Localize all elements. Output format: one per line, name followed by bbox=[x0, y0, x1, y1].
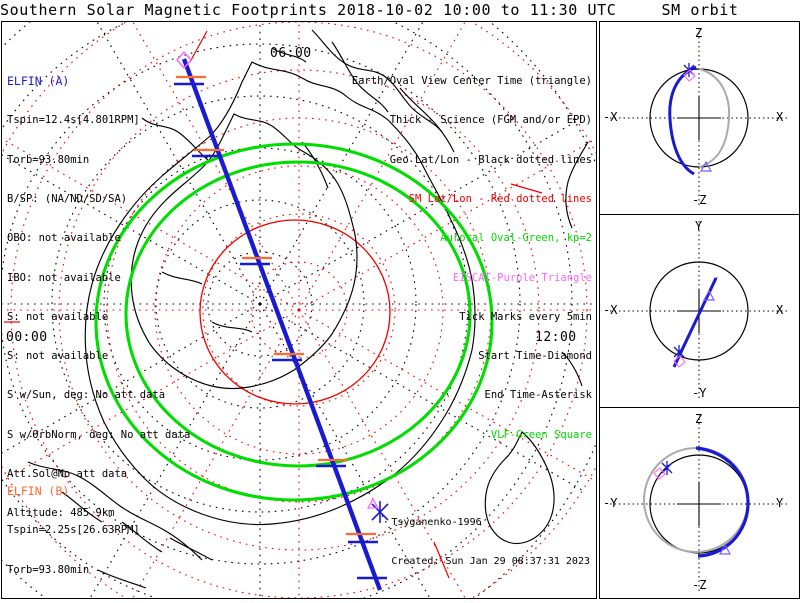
axis-label-up-1: Z bbox=[695, 26, 703, 40]
mlt-label-right: 12:00 bbox=[535, 330, 577, 345]
elfin-a-line-1: Torb=93.80min bbox=[7, 153, 90, 166]
legend-item-thick-science: Thick - Science (FGM and/or EPD) bbox=[389, 114, 592, 127]
legend-item-eiscat: EISCAT-Purple Triangle bbox=[452, 271, 592, 284]
legend-item-view-center: Earth/Oval View Center Time (triangle) bbox=[351, 75, 592, 88]
start-diamond-marker bbox=[673, 355, 686, 368]
coastlines bbox=[84, 61, 476, 526]
africa-coast bbox=[565, 141, 589, 229]
elfin-a-line-9: Att.Sol@No att data bbox=[7, 468, 128, 480]
axis-label-down-2: -Y bbox=[692, 386, 707, 400]
footprint-map[interactable]: ELFIN (A) Tspin=12.4s[4.801RPM] Torb=93.… bbox=[1, 21, 597, 599]
panel-divider bbox=[599, 21, 600, 599]
legend-item-sm-grid: SM Lat/Lon - Red dotted lines bbox=[408, 193, 592, 206]
elfin-b-line-0: Tspin=2.25s[26.63RPM] bbox=[7, 524, 140, 537]
map-canvas bbox=[2, 22, 596, 598]
orbit-track bbox=[695, 446, 750, 558]
sm-orbit-yz-canvas bbox=[610, 414, 790, 593]
view-center-triangle-marker bbox=[718, 543, 732, 555]
australia-coast bbox=[484, 351, 583, 545]
axis-label-left-3: -Y bbox=[603, 496, 618, 510]
legend-item-vlf: VLF-Green Square bbox=[490, 428, 592, 441]
map-legend: Earth/Oval View Center Time (triangle) T… bbox=[331, 49, 596, 468]
start-diamond-marker bbox=[653, 467, 666, 480]
sm-orbit-xz-canvas bbox=[610, 28, 790, 208]
elfin-a-line-10: Altitude: 485.9km bbox=[7, 507, 115, 520]
sm-orbit-panel-xz[interactable]: Z -Z -X X bbox=[600, 21, 800, 214]
sm-orbit-panel-yz[interactable]: Z -Z -Y Y bbox=[600, 407, 800, 599]
elfin-a-name: ELFIN (A) bbox=[7, 74, 70, 89]
trajectory-markers bbox=[176, 50, 389, 523]
elfin-a-line-0: Tspin=12.4s[4.801RPM] bbox=[7, 114, 140, 127]
geo-grid bbox=[2, 22, 596, 598]
legend-item-end-time: End Time-Asterisk bbox=[484, 389, 592, 402]
axis-label-left-2: -X bbox=[603, 303, 618, 317]
mlt-label-left: 00:00 bbox=[6, 330, 48, 345]
end-asterisk-marker bbox=[661, 461, 673, 475]
view-center-triangle-marker bbox=[702, 289, 716, 301]
sm-inner-circle bbox=[199, 219, 391, 405]
sm-orbit-title: SM orbit bbox=[661, 1, 739, 19]
view-center-triangle-marker bbox=[699, 160, 713, 172]
axis-label-right-2: X bbox=[776, 303, 784, 317]
elfin-a-line-4: IBO: not available bbox=[7, 271, 121, 284]
axis-label-up-2: Y bbox=[695, 219, 703, 233]
elfin-b-line-1: Torb=93.80min bbox=[7, 563, 90, 576]
axis-label-up-3: Z bbox=[695, 412, 703, 426]
legend-item-geo-grid: Geo Lat/Lon - Black dotted lines bbox=[389, 153, 592, 166]
sm-orbit-panel-xy[interactable]: Y -Y -X X bbox=[600, 214, 800, 407]
sm-meridian-marks bbox=[4, 30, 543, 579]
mlt-label-top: 06:00 bbox=[270, 46, 312, 61]
axis-label-down-1: -Z bbox=[692, 193, 707, 207]
axes-solid bbox=[677, 482, 721, 526]
elfin-a-line-6: S: not available bbox=[7, 350, 109, 363]
elfin-a-line-5: S: not available bbox=[7, 310, 109, 323]
start-diamond-marker bbox=[683, 69, 696, 82]
page-title: Southern Solar Magnetic Footprints 2018-… bbox=[0, 1, 617, 19]
created-timestamp: Created: Sun Jan 29 08:37:31 2023 bbox=[391, 556, 590, 567]
elfin-a-line-2: B/SP: (NA/ND/SD/SA) bbox=[7, 193, 128, 206]
elfin-a-line-3: OBO: not available bbox=[7, 232, 121, 245]
axis-label-right-3: Y bbox=[776, 496, 784, 510]
auroral-oval bbox=[94, 142, 494, 502]
elfin-b-info: ELFIN (B) Tspin=2.25s[26.63RPM] Torb=93.… bbox=[7, 459, 190, 598]
legend-item-auroral-oval: Auroral Oval-Green, kp=2 bbox=[440, 232, 592, 245]
axes-solid bbox=[677, 96, 721, 140]
model-name: Tsyganenko-1996 bbox=[391, 517, 482, 528]
elfin-a-line-7: S w/Sun, deg: No att data bbox=[7, 389, 166, 402]
elfin-a-info: ELFIN (A) Tspin=12.4s[4.801RPM] Torb=93.… bbox=[7, 49, 190, 547]
orbit-track bbox=[668, 65, 697, 176]
credits: Tsyganenko-1996 Created: Sun Jan 29 08:3… bbox=[391, 490, 590, 594]
axis-label-down-3: -Z bbox=[692, 578, 707, 592]
axis-label-right-1: X bbox=[776, 110, 784, 124]
axis-label-left-1: -X bbox=[603, 110, 618, 124]
elfin-a-line-8: S w/OrbNorm, deg: No att data bbox=[7, 428, 191, 441]
orbit-track bbox=[672, 277, 718, 368]
orbit-far-side bbox=[698, 68, 731, 168]
earth-circle bbox=[649, 261, 749, 361]
legend-item-start-time: Start Time-Diamond bbox=[478, 350, 592, 363]
south-america-coast bbox=[271, 29, 455, 153]
elfin-b-name: ELFIN (B) bbox=[7, 484, 70, 499]
elfin-a-trajectory[interactable] bbox=[181, 58, 383, 591]
lower-coast-detail bbox=[27, 461, 213, 589]
sm-orbit-xy-canvas bbox=[610, 221, 790, 401]
trajectory-tick-marks bbox=[174, 75, 387, 580]
legend-item-tick-marks: Tick Marks every 5min bbox=[459, 310, 592, 323]
